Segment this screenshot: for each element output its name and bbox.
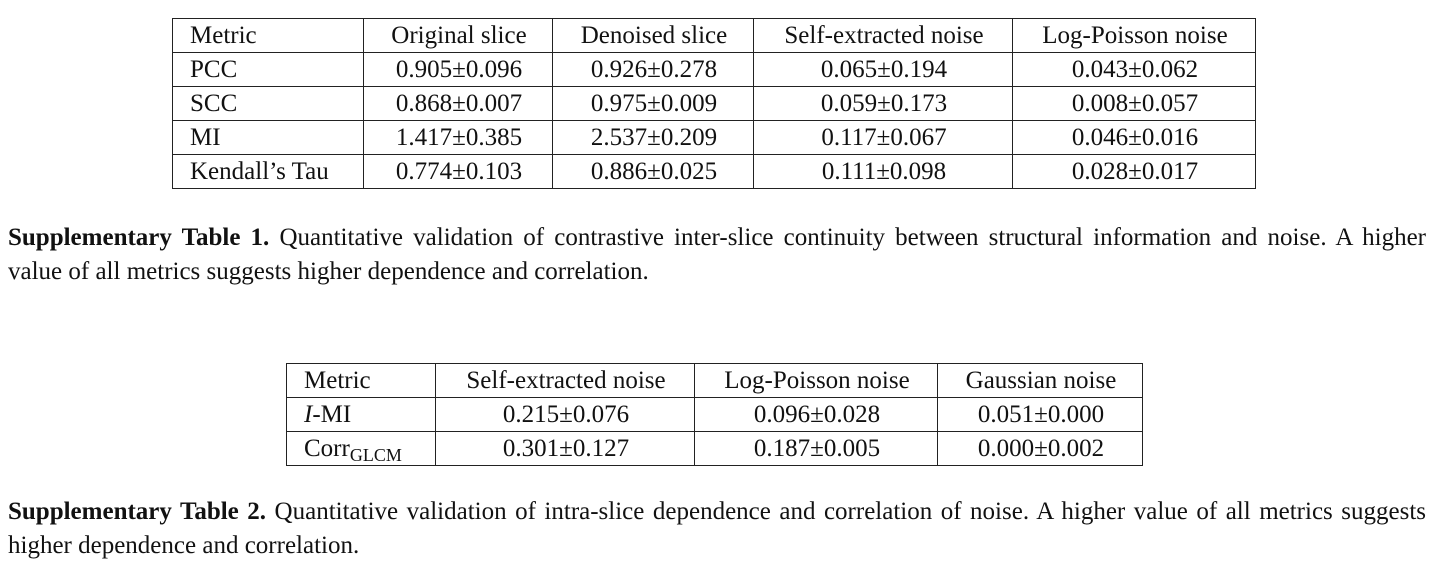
label-sub: GLCM [349,445,402,465]
label-text: Kendall’s Tau [190,158,329,185]
row: MI 1.417±0.385 2.537±0.209 0.117±0.067 0.046… [172,120,1256,155]
label-text: Corr [304,435,350,462]
header-cell: Self-extracted noise [435,363,695,398]
row: PCC 0.905±0.096 0.926±0.278 0.065±0.194 0.04… [172,52,1256,87]
table: Metric Self-extracted noise Log-Poisson no… [286,363,1143,466]
caption-text: Quantitative validation of intra-slice d… [8,498,1427,559]
cell: 0.051±0.000 [937,397,1143,432]
row-label: Kendall’s Tau [172,154,364,189]
cell: 0.065±0.194 [753,52,1013,87]
cell: 0.111±0.098 [753,154,1013,189]
header-cell: Metric [286,363,436,398]
cell: 0.028±0.017 [1012,154,1256,189]
row: SCC 0.868±0.007 0.975±0.009 0.059±0.173 0.00… [172,86,1256,121]
header-cell: Metric [172,18,364,53]
cell: 0.117±0.067 [753,120,1013,155]
label-text: MI [190,124,221,151]
cell: 1.417±0.385 [363,120,553,155]
label-text: SCC [190,90,238,117]
cell: 0.187±0.005 [694,431,938,466]
cell: 0.886±0.025 [552,154,754,189]
caption: Supplementary Table 1. Quantitative vali… [8,221,1426,289]
row-label: SCC [172,86,364,121]
row: CorrGLCM 0.301±0.127 0.187±0.005 0.000±0.00… [286,431,1143,466]
cell: 0.059±0.173 [753,86,1013,121]
header-row: Metric Self-extracted noise Log-Poisson no… [286,363,1143,398]
cell: 0.046±0.016 [1012,120,1256,155]
header-cell: Log-Poisson noise [694,363,938,398]
cell: 0.000±0.002 [937,431,1143,466]
row-label: MI [172,120,364,155]
cell: 0.096±0.028 [694,397,938,432]
cell: 0.905±0.096 [363,52,553,87]
label-text: -MI [312,401,352,428]
caption-label: Supplementary Table 2. [8,498,267,525]
row: Kendall’s Tau 0.774±0.103 0.886±0.025 0.111… [172,154,1256,189]
cell: 2.537±0.209 [552,120,754,155]
cell: 0.774±0.103 [363,154,553,189]
cell: 0.043±0.062 [1012,52,1256,87]
cell: 0.975±0.009 [552,86,754,121]
cell: 0.301±0.127 [435,431,695,466]
row-label: CorrGLCM [286,431,436,466]
cell: 0.215±0.076 [435,397,695,432]
header-cell: Self-extracted noise [753,18,1013,53]
caption: Supplementary Table 2. Quantitative vali… [8,495,1426,563]
header-cell: Original slice [363,18,553,53]
row-label: I-MI [286,397,436,432]
header-cell: Log-Poisson noise [1012,18,1256,53]
label-italic: I [304,401,313,428]
row: I-MI 0.215±0.076 0.096±0.028 0.051±0.000 [286,397,1143,432]
label-text: PCC [190,56,238,83]
cell: 0.008±0.057 [1012,86,1256,121]
header-cell: Gaussian noise [937,363,1143,398]
cell: 0.868±0.007 [363,86,553,121]
caption-label: Supplementary Table 1. [8,224,270,251]
row-label: PCC [172,52,364,87]
cell: 0.926±0.278 [552,52,754,87]
table: Metric Original slice Denoised slice Self-e… [172,18,1256,189]
caption-text: Quantitative validation of contrastive i… [8,224,1427,285]
header-cell: Denoised slice [552,18,754,53]
header-row: Metric Original slice Denoised slice Self-e… [172,18,1256,53]
